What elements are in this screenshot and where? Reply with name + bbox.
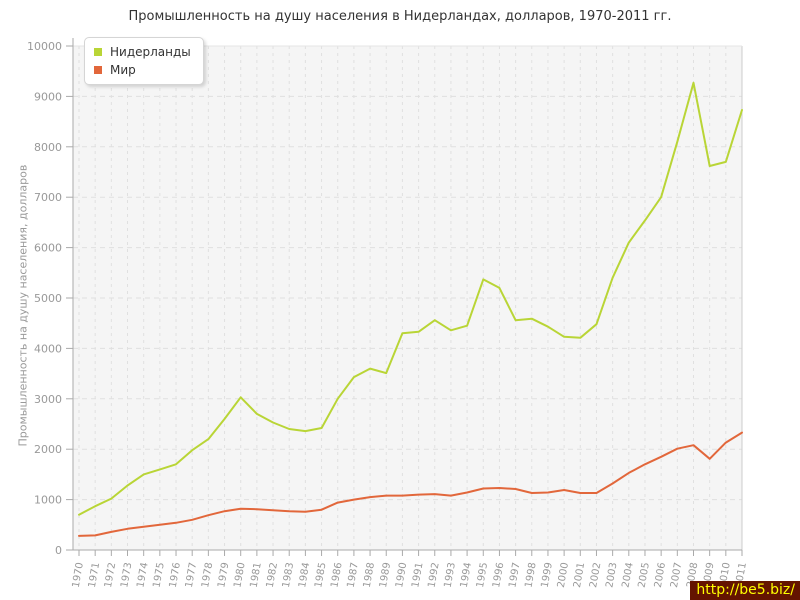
x-tick-label: 2002 [588,562,603,589]
x-tick-label: 1978 [200,562,215,589]
legend-label-world: Мир [110,63,136,77]
x-tick-label: 1996 [491,562,506,589]
y-tick-label: 6000 [34,242,62,255]
series-line-world [78,431,743,537]
netherlands-series-swatch-icon [94,48,102,56]
legend-item-world: Мир [94,61,191,79]
x-tick-label: 1971 [87,562,102,589]
x-tick-label: 1983 [281,562,296,589]
x-tick-label: 1997 [507,562,522,589]
x-tick-label: 2004 [621,562,636,589]
y-tick-label: 4000 [34,342,62,355]
x-tick-label: 2003 [604,562,619,589]
x-tick-label: 1994 [459,562,474,589]
x-tick-label: 1970 [71,562,86,589]
x-tick-label: 1980 [232,562,247,589]
y-tick-label: 9000 [34,90,62,103]
legend-label-netherlands: Нидерланды [110,45,191,59]
x-tick-label: 2001 [572,562,587,589]
x-tick-label: 1986 [329,562,344,589]
y-tick-label: 0 [55,544,62,557]
x-tick-label: 1972 [103,562,118,589]
y-tick-label: 7000 [34,191,62,204]
x-tick-label: 1998 [523,562,538,589]
x-tick-label: 1993 [443,562,458,589]
x-tick-label: 1974 [135,562,150,589]
x-tick-label: 1981 [249,562,264,589]
legend: Нидерланды Мир [84,37,204,85]
x-tick-label: 1999 [540,562,555,589]
legend-item-netherlands: Нидерланды [94,43,191,61]
x-tick-label: 1975 [152,562,167,589]
x-tick-label: 2006 [653,562,668,589]
x-tick-label: 1992 [426,562,441,589]
x-tick-label: 1987 [346,562,361,589]
x-tick-label: 1991 [410,562,425,589]
x-tick-label: 1976 [168,562,183,589]
y-tick-label: 2000 [34,443,62,456]
y-tick-label: 10000 [27,40,62,53]
x-tick-label: 1989 [378,562,393,589]
x-tick-label: 1988 [362,562,377,589]
x-tick-label: 2000 [556,562,571,589]
x-tick-label: 1995 [475,562,490,589]
series-line-netherlands [78,81,743,516]
x-tick-label: 2007 [669,562,684,589]
x-tick-label: 1973 [119,562,134,589]
x-tick-label: 1979 [216,562,231,589]
x-tick-label: 1985 [313,562,328,589]
x-tick-label: 2005 [637,562,652,589]
y-tick-label: 1000 [34,494,62,507]
watermark-link[interactable]: http://be5.biz/ [690,581,800,600]
x-tick-label: 1982 [265,562,280,589]
x-tick-label: 1984 [297,562,312,589]
y-tick-label: 5000 [34,292,62,305]
x-tick-label: 1990 [394,562,409,589]
x-tick-label: 1977 [184,562,199,589]
world-series-swatch-icon [94,66,102,74]
y-tick-label: 3000 [34,393,62,406]
chart-title: Промышленность на душу населения в Нидер… [128,9,672,24]
y-tick-label: 8000 [34,141,62,154]
